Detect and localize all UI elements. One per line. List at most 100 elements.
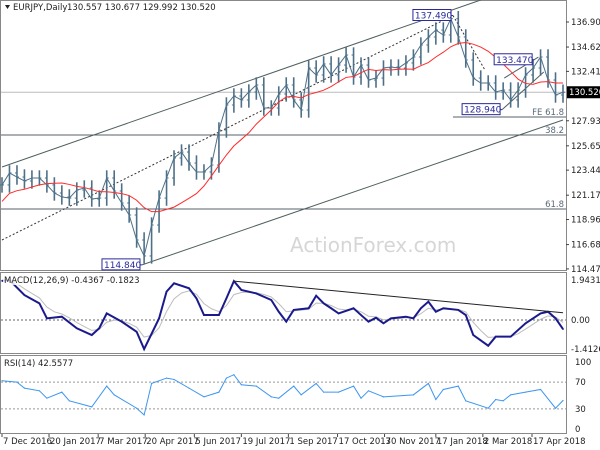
price-label: 114.840: [104, 261, 141, 271]
rsi-point: [270, 396, 272, 398]
macd-point: [315, 294, 317, 297]
macd-signal-line: [1, 279, 564, 338]
rsi-point: [315, 382, 317, 385]
date-axis-label: 20 Jan 2017: [50, 437, 101, 447]
macd-point: [435, 310, 437, 313]
macd-point: [120, 320, 123, 323]
rsi-point: [457, 385, 459, 387]
rsi-point: [143, 414, 145, 416]
macd-point: [90, 334, 93, 336]
price-label: 137.490: [415, 12, 452, 22]
date-axis-label: 17 Jan 2018: [437, 437, 488, 447]
macd-point: [367, 320, 370, 323]
price-axis-label: 127.930: [571, 117, 600, 127]
macd-point: [158, 317, 160, 320]
trend-line: [501, 71, 545, 111]
macd-point: [218, 314, 220, 316]
rsi-point: [412, 394, 414, 396]
rsi-point: [539, 388, 542, 391]
rsi-point: [293, 385, 295, 387]
price-axis-label: 136.900: [571, 18, 600, 28]
macd-point: [203, 314, 205, 316]
rsi-point: [255, 385, 257, 387]
macd-point: [509, 335, 512, 338]
date-axis-label: 7 Dec 2016: [3, 437, 52, 447]
macd-point: [494, 335, 497, 338]
macd-point: [105, 312, 108, 315]
price-axis-label: 134.625: [571, 43, 600, 53]
macd-point: [38, 302, 41, 305]
rsi-axis-label: 100: [575, 358, 591, 368]
macd-point: [412, 317, 415, 320]
macd-point: [225, 297, 228, 300]
rsi-point: [495, 398, 497, 401]
rsi-point: [233, 374, 235, 376]
macd-point: [390, 317, 392, 320]
moving-average-line: [1, 42, 564, 213]
date-axis-label: 7 Mar 2017: [99, 437, 147, 447]
macd-point: [98, 327, 101, 330]
macd-axis-label: -1.4126: [571, 345, 600, 355]
trend-line: [452, 15, 486, 71]
rsi-point: [278, 397, 280, 399]
trend-line: [141, 119, 564, 266]
collapse-triangle-icon[interactable]: [5, 5, 10, 9]
rsi-point: [173, 378, 175, 381]
date-axis-label: 5 Jun 2017: [195, 437, 241, 447]
macd-point: [405, 315, 407, 318]
rsi-point: [465, 400, 467, 402]
rsi-point: [16, 381, 18, 383]
level-label: 38.2: [545, 126, 564, 136]
rsi-point: [136, 407, 138, 409]
macd-point: [539, 312, 542, 315]
macd-point: [61, 315, 63, 318]
macd-point: [330, 307, 332, 310]
macd-title: MACD(12,26,9) -0.4367 -0.1823: [4, 276, 140, 286]
current-price-box: [567, 86, 600, 99]
symbol-header: EURJPY,Daily 130.557 130.677 129.992 130…: [5, 3, 216, 13]
macd-point: [285, 320, 288, 323]
date-axis-label: 19 Jul 2017: [242, 437, 290, 447]
macd-point: [277, 310, 280, 313]
price-axis-label: 123.445: [571, 166, 600, 176]
rsi-axis-label: 0: [575, 425, 580, 435]
level-label: FE 61.8: [532, 108, 564, 118]
rsi-point: [1, 380, 3, 382]
macd-point: [292, 309, 295, 311]
macd-point: [322, 302, 325, 305]
rsi-point: [68, 400, 70, 402]
current-price-label: 130.520: [569, 88, 600, 98]
macd-line: [1, 278, 564, 352]
level-label: 61.8: [545, 200, 564, 210]
macd-panel: [0, 272, 567, 354]
ohlc-values: 130.557 130.677 129.992 130.520: [67, 3, 216, 13]
rsi-point: [367, 390, 370, 392]
macd-point: [375, 316, 377, 319]
macd-point: [472, 334, 475, 336]
macd-point: [562, 328, 564, 330]
macd-point: [270, 299, 273, 301]
rsi-point: [323, 391, 325, 393]
macd-point: [307, 307, 310, 310]
macd-trend-line: [233, 280, 564, 314]
macd-point: [420, 307, 422, 310]
macd-point: [135, 330, 138, 333]
rsi-point: [502, 400, 504, 402]
rsi-point: [562, 399, 564, 402]
rsi-point: [487, 407, 489, 409]
macd-point: [352, 307, 355, 310]
macd-point: [76, 327, 78, 330]
macd-point: [442, 307, 445, 310]
date-axis-label: 20 Apr 2017: [146, 437, 199, 447]
date-axis-label: 17 Apr 2018: [533, 437, 586, 447]
rsi-point: [382, 396, 385, 398]
rsi-point: [338, 391, 340, 393]
price-axis-label: 114.475: [571, 265, 600, 275]
macd-point: [188, 287, 190, 290]
rsi-point: [442, 388, 444, 391]
rsi-point: [218, 391, 220, 393]
rsi-point: [106, 385, 108, 387]
price-label-box: [101, 258, 141, 271]
macd-point: [427, 300, 430, 303]
